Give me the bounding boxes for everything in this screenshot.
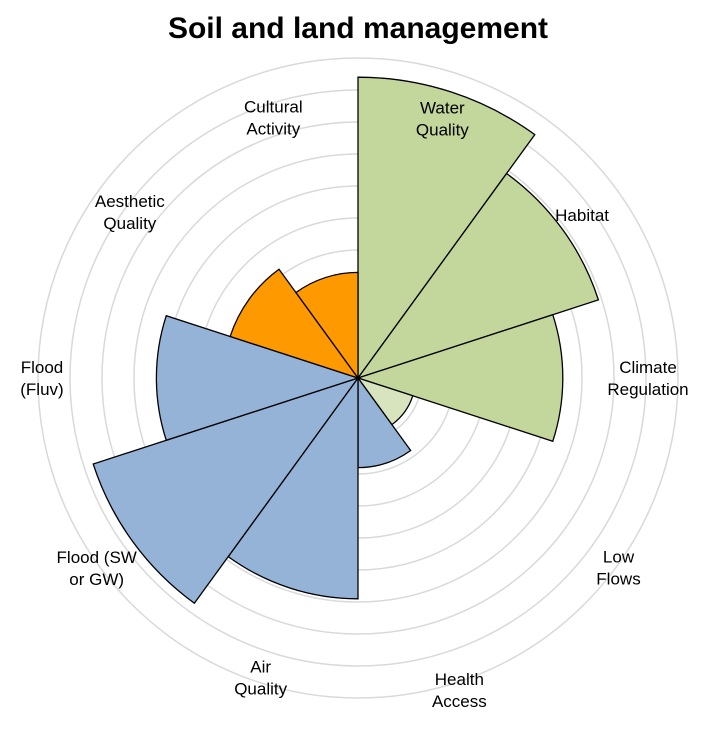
category-label: or GW) [69, 570, 124, 589]
sector [356, 172, 600, 380]
category-label: Quality [103, 214, 156, 233]
category-label: Health [435, 670, 484, 689]
category-label: Aesthetic [95, 192, 165, 211]
sector [92, 376, 360, 605]
category-label: Regulation [607, 380, 688, 399]
sector [357, 76, 536, 381]
category-label: Quality [416, 120, 469, 139]
chart-title: Soil and land management [168, 12, 548, 45]
category-label: Cultural [244, 97, 303, 116]
sector [229, 268, 360, 380]
grid-ring [37, 57, 679, 699]
sector [355, 313, 564, 443]
category-label: Access [432, 692, 487, 711]
category-label: Flows [596, 569, 640, 588]
category-label: Flood (SW [57, 548, 137, 567]
category-label: (Fluv) [20, 380, 63, 399]
category-label: Quality [234, 680, 287, 699]
sector [155, 314, 361, 442]
category-label: Activity [246, 119, 300, 138]
category-label: Climate [619, 358, 677, 377]
category-label: Habitat [555, 206, 609, 225]
category-label: Water [420, 98, 465, 117]
sector [227, 375, 359, 600]
category-label: Flood [21, 358, 64, 377]
category-label: Air [250, 658, 271, 677]
sector [295, 271, 359, 381]
category-label: Low [603, 547, 635, 566]
